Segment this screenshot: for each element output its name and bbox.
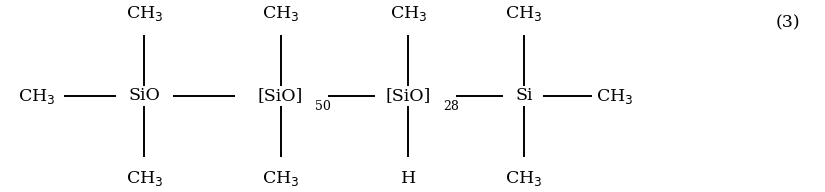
Text: [SiO]: [SiO] (257, 88, 304, 104)
Text: (3): (3) (776, 15, 800, 31)
Text: CH$_3$: CH$_3$ (505, 4, 543, 23)
Text: CH$_3$: CH$_3$ (505, 169, 543, 188)
Text: CH$_3$: CH$_3$ (125, 169, 163, 188)
Text: H: H (401, 170, 416, 187)
Text: SiO: SiO (129, 88, 160, 104)
Text: CH$_3$: CH$_3$ (125, 4, 163, 23)
Text: CH$_3$: CH$_3$ (262, 169, 299, 188)
Text: CH$_3$: CH$_3$ (596, 87, 634, 105)
Text: Si: Si (515, 88, 533, 104)
Text: 28: 28 (443, 100, 460, 113)
Text: 50: 50 (315, 100, 332, 113)
Text: CH$_3$: CH$_3$ (262, 4, 299, 23)
Text: CH$_3$: CH$_3$ (18, 87, 56, 105)
Text: CH$_3$: CH$_3$ (389, 4, 427, 23)
Text: [SiO]: [SiO] (386, 88, 431, 104)
